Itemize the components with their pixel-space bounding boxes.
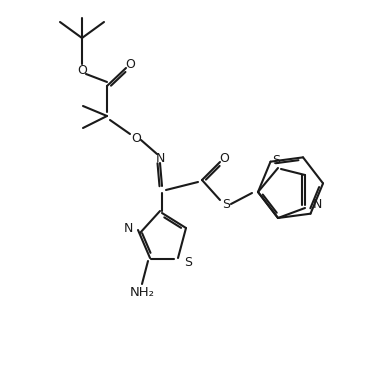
Text: N: N — [155, 152, 165, 166]
Text: S: S — [272, 153, 280, 166]
Text: N: N — [123, 222, 133, 234]
Text: O: O — [125, 59, 135, 71]
Text: S: S — [222, 198, 230, 210]
Text: O: O — [77, 64, 87, 77]
Text: N: N — [312, 198, 322, 212]
Text: O: O — [219, 152, 229, 164]
Text: O: O — [131, 131, 141, 145]
Text: NH₂: NH₂ — [129, 287, 154, 300]
Text: S: S — [184, 256, 192, 269]
